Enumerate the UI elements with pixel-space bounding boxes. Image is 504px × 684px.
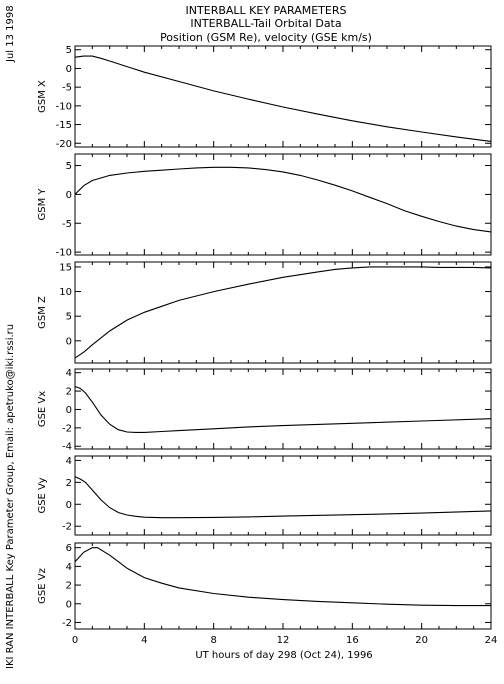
y-tick-label: 2 bbox=[66, 478, 72, 489]
y-tick-label: -15 bbox=[56, 120, 72, 131]
figure-header: Jul 13 1998 INTERBALL KEY PARAMETERS INT… bbox=[5, 4, 372, 669]
y-tick-label: 0 bbox=[66, 405, 72, 416]
panel-4-ylabel: GSE Vx bbox=[37, 391, 48, 427]
panel-6-frame bbox=[74, 542, 492, 630]
y-tick-label: 0 bbox=[66, 500, 72, 511]
y-tick-label: 5 bbox=[66, 161, 72, 172]
y-tick-label: 15 bbox=[59, 262, 72, 273]
panel-1-line bbox=[74, 55, 492, 142]
panel-2-frame bbox=[74, 153, 492, 256]
panel-4: 4 2 0 -2 -4 GSE Vx bbox=[37, 368, 492, 453]
panel-4-line bbox=[74, 385, 492, 433]
x-tick-label: 4 bbox=[141, 635, 147, 646]
y-tick-label: -4 bbox=[62, 442, 72, 453]
y-tick-label: 0 bbox=[66, 64, 72, 75]
x-tick-label: 0 bbox=[72, 635, 78, 646]
y-tick-label: 5 bbox=[66, 312, 72, 323]
y-tick-label: -2 bbox=[62, 423, 72, 434]
y-tick-label: 6 bbox=[66, 543, 72, 554]
x-tick-label: 8 bbox=[210, 635, 216, 646]
date-label: Jul 13 1998 bbox=[5, 5, 16, 63]
panel-4-frame bbox=[74, 368, 492, 450]
panel-1-frame bbox=[74, 45, 492, 148]
title-line-1: INTERBALL KEY PARAMETERS bbox=[186, 4, 347, 17]
x-tick-label: 20 bbox=[415, 635, 428, 646]
panel-2-ylabel: GSM Y bbox=[37, 188, 48, 221]
panel-5-ylabel: GSE Vy bbox=[37, 477, 48, 513]
x-tick-label: 16 bbox=[346, 635, 359, 646]
y-tick-label: 10 bbox=[59, 287, 72, 298]
y-tick-label: -5 bbox=[62, 83, 72, 94]
title-line-3: Position (GSM Re), velocity (GSE km/s) bbox=[160, 31, 372, 44]
panel-3-line bbox=[74, 266, 492, 359]
panel-6-line bbox=[74, 547, 491, 607]
panel-3: 15 10 5 0 GSM Z bbox=[37, 261, 492, 364]
panel-5: 4 2 0 -2 GSE Vy bbox=[37, 455, 492, 536]
y-tick-label: 5 bbox=[66, 45, 72, 56]
y-tick-label: 4 bbox=[66, 562, 72, 573]
y-tick-label: 4 bbox=[66, 368, 72, 379]
x-axis-label: UT hours of day 298 (Oct 24), 1996 bbox=[195, 650, 372, 661]
y-tick-label: 0 bbox=[66, 599, 72, 610]
y-tick-label: -2 bbox=[62, 618, 72, 629]
panel-6: 6 4 2 0 -2 GSE Vz bbox=[37, 542, 492, 630]
y-tick-label: -2 bbox=[62, 522, 72, 533]
y-tick-label: -10 bbox=[56, 101, 72, 112]
y-tick-label: 2 bbox=[66, 581, 72, 592]
y-tick-label: -10 bbox=[56, 248, 72, 259]
y-tick-label: 4 bbox=[66, 456, 72, 467]
y-tick-label: 0 bbox=[66, 190, 72, 201]
panel-5-frame bbox=[74, 455, 492, 536]
panel-2: 5 0 -5 -10 GSM Y bbox=[37, 153, 492, 259]
title-line-2: INTERBALL-Tail Orbital Data bbox=[190, 17, 341, 30]
x-tick-label: 24 bbox=[485, 635, 498, 646]
panel-6-ylabel: GSE Vz bbox=[37, 568, 48, 604]
y-tick-label: -5 bbox=[62, 219, 72, 230]
credit-text: IKI RAN INTERBALL Key Parameter Group, E… bbox=[5, 324, 16, 669]
y-tick-label: 0 bbox=[66, 336, 72, 347]
panel-1-ylabel: GSM X bbox=[37, 80, 48, 113]
panel-1: 5 0 -5 -10 -15 -20 GSM X bbox=[37, 45, 492, 150]
y-tick-label: -20 bbox=[56, 139, 72, 150]
panel-3-ylabel: GSM Z bbox=[37, 296, 48, 329]
y-tick-label: 2 bbox=[66, 387, 72, 398]
panel-5-line bbox=[74, 476, 492, 519]
panel-2-line bbox=[74, 166, 492, 233]
x-tick-label: 12 bbox=[277, 635, 290, 646]
